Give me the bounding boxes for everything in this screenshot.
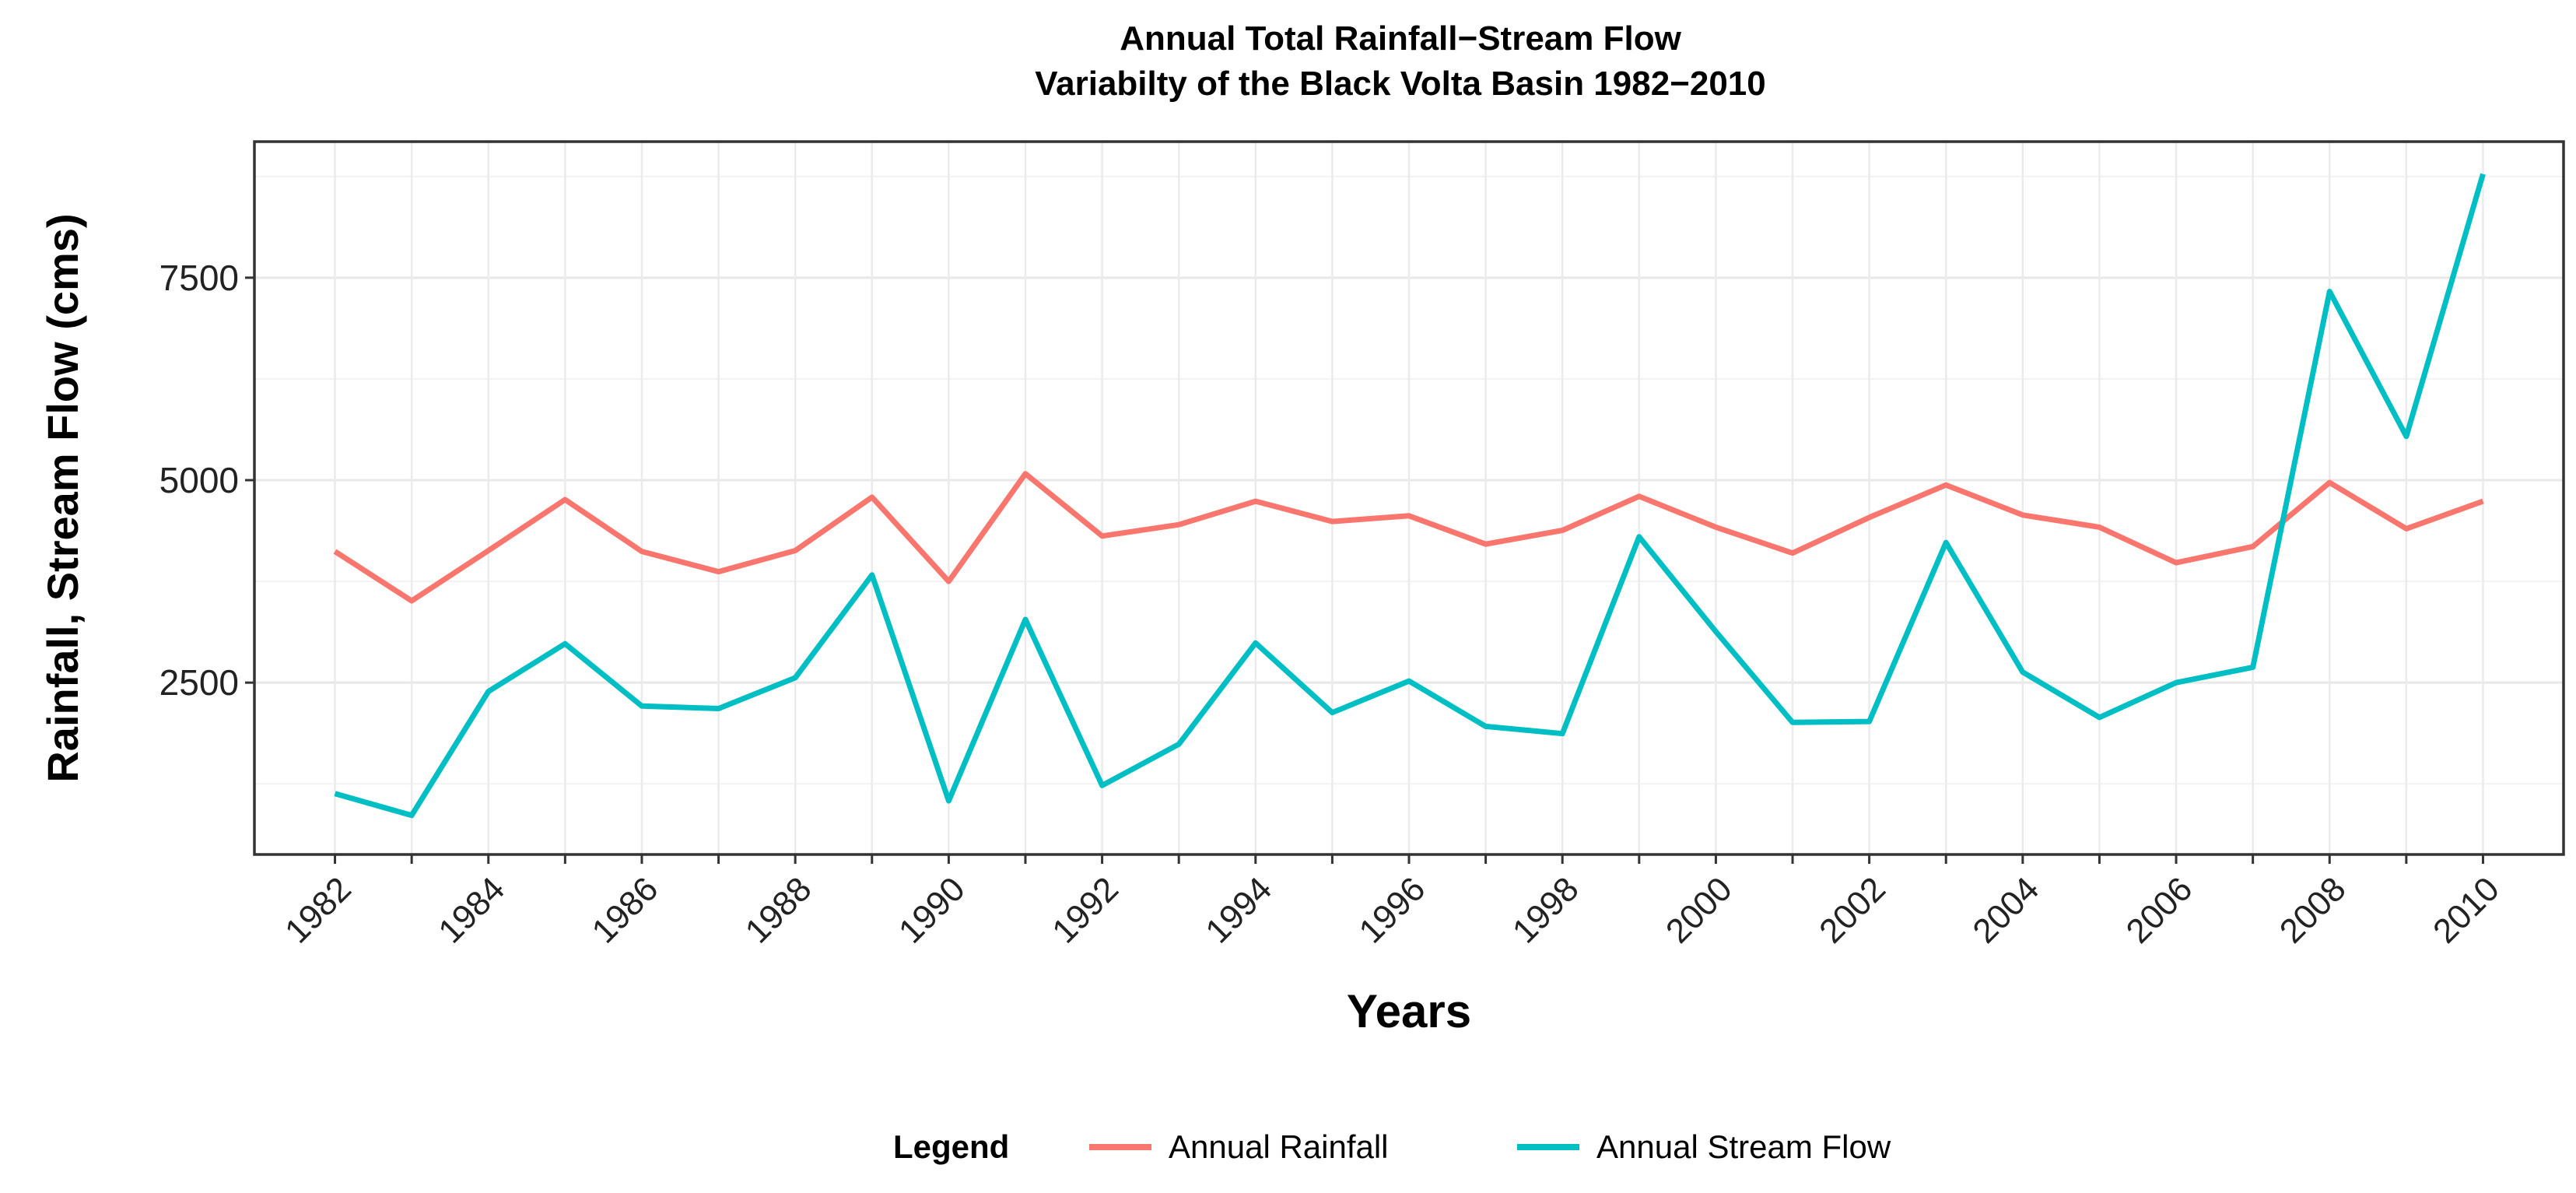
y-axis-ticks: 2500 5000 7500 — [159, 258, 254, 703]
data-point-annual-stream-flow — [488, 691, 489, 692]
data-point-annual-rainfall — [871, 496, 872, 497]
chart-title-line-2: Variabilty of the Black Volta Basin 1982… — [1035, 65, 1766, 103]
data-point-annual-rainfall — [565, 499, 566, 500]
major-grid — [254, 142, 2564, 854]
data-point-annual-stream-flow — [2329, 291, 2330, 292]
data-point-annual-rainfall — [795, 550, 796, 551]
data-point-annual-rainfall — [1332, 521, 1333, 522]
legend: Legend Annual Rainfall Annual Stream Flo… — [893, 1128, 1891, 1165]
data-point-annual-stream-flow — [948, 801, 949, 802]
data-point-annual-rainfall — [948, 581, 949, 582]
data-point-annual-rainfall — [1255, 501, 1256, 502]
data-point-annual-rainfall — [1485, 544, 1486, 545]
data-point-annual-rainfall — [488, 550, 489, 551]
data-point-annual-rainfall — [641, 551, 642, 552]
data-point-annual-rainfall — [2099, 527, 2100, 528]
x-axis-label: Years — [1347, 985, 1471, 1037]
data-point-annual-stream-flow — [2252, 667, 2253, 668]
data-point-annual-rainfall — [1562, 530, 1563, 531]
y-tick-label: 2500 — [159, 662, 239, 703]
data-point-annual-rainfall — [2022, 514, 2023, 515]
series-layer — [333, 173, 2486, 819]
y-tick-label: 7500 — [159, 258, 239, 298]
data-point-annual-rainfall — [1946, 485, 1947, 486]
data-point-annual-stream-flow — [718, 708, 719, 709]
data-point-annual-stream-flow — [1638, 536, 1639, 537]
chart-title-line-1: Annual Total Rainfall−Stream Flow — [1120, 19, 1681, 58]
data-point-annual-rainfall — [2329, 482, 2330, 483]
data-point-annual-rainfall — [1869, 517, 1870, 518]
data-point-annual-stream-flow — [795, 677, 796, 678]
data-point-annual-stream-flow — [2176, 682, 2177, 683]
legend-label-annual-rainfall: Annual Rainfall — [1169, 1128, 1389, 1165]
data-point-annual-stream-flow — [1332, 712, 1333, 713]
data-point-annual-stream-flow — [1409, 681, 1410, 682]
data-point-annual-rainfall — [1409, 515, 1410, 516]
data-point-annual-stream-flow — [1562, 733, 1563, 734]
y-tick-label: 5000 — [159, 460, 239, 500]
data-point-annual-stream-flow — [1255, 643, 1256, 644]
series-line-annual-rainfall — [333, 471, 2484, 604]
data-point-annual-stream-flow — [1869, 721, 1870, 722]
data-point-annual-stream-flow — [871, 574, 872, 575]
legend-label-annual-stream-flow: Annual Stream Flow — [1596, 1128, 1891, 1165]
series-line-annual-stream-flow — [334, 173, 2486, 819]
data-point-annual-stream-flow — [1946, 542, 1947, 543]
y-axis-label: Rainfall, Stream Flow (cms) — [38, 213, 87, 782]
data-point-annual-stream-flow — [2099, 717, 2100, 718]
data-point-annual-stream-flow — [641, 706, 642, 707]
data-point-annual-rainfall — [718, 571, 719, 572]
data-point-annual-rainfall — [2252, 546, 2253, 547]
legend-title: Legend — [893, 1128, 1009, 1165]
data-point-annual-stream-flow — [1485, 726, 1486, 727]
